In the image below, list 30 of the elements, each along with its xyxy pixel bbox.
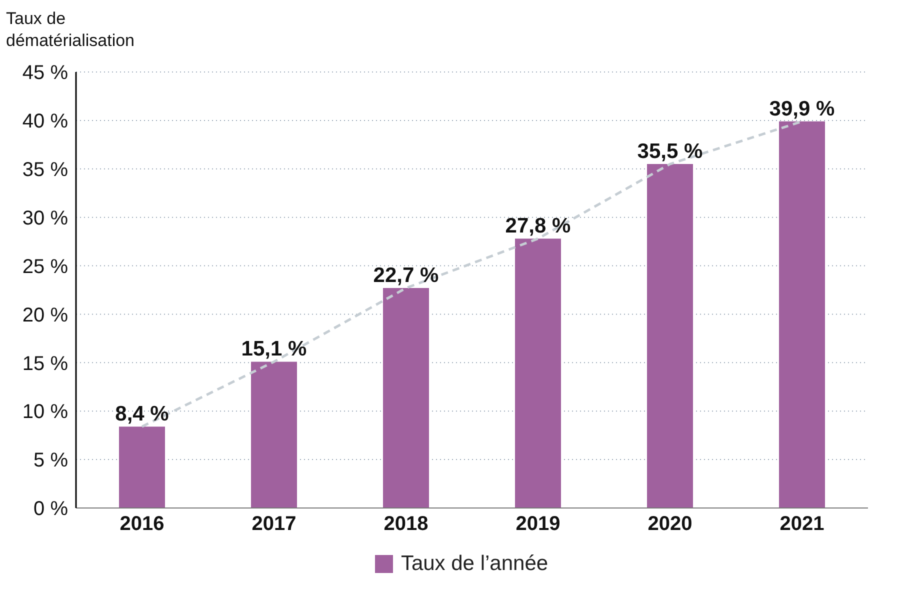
y-axis-title: Taux de dématérialisation [6,8,136,52]
x-tick-label: 2020 [648,513,692,536]
y-tick-label: 30 % [22,207,68,230]
y-tick-label: 5 % [34,450,68,472]
x-tick-label: 2017 [252,513,296,536]
y-tick-label: 20 % [22,304,68,326]
legend-label: Taux de l’année [400,552,548,576]
y-tick-label: 10 % [22,401,68,424]
y-tick-label: 0 % [34,498,68,520]
bar [251,362,297,508]
y-tick-label: 15 % [22,352,68,375]
bar [647,164,693,508]
y-tick-label: 25 % [22,256,68,278]
x-tick-label: 2019 [516,513,560,536]
bar [779,121,825,508]
data-label: 15,1 % [241,338,308,361]
y-tick-label: 40 % [22,110,68,133]
data-label: 39,9 % [769,97,836,120]
bar [119,426,165,508]
x-tick-label: 2018 [384,513,428,536]
data-label: 22,7 % [373,264,440,288]
data-label: 35,5 % [637,140,704,164]
data-label: 27,8 % [505,214,572,238]
x-tick-label: 2021 [780,513,824,536]
bar [383,288,429,508]
y-tick-label: 45 % [22,62,68,84]
y-tick-label: 35 % [22,158,68,181]
data-label: 8,4 % [115,402,170,426]
bar [515,238,561,508]
x-tick-label: 2016 [120,513,164,536]
